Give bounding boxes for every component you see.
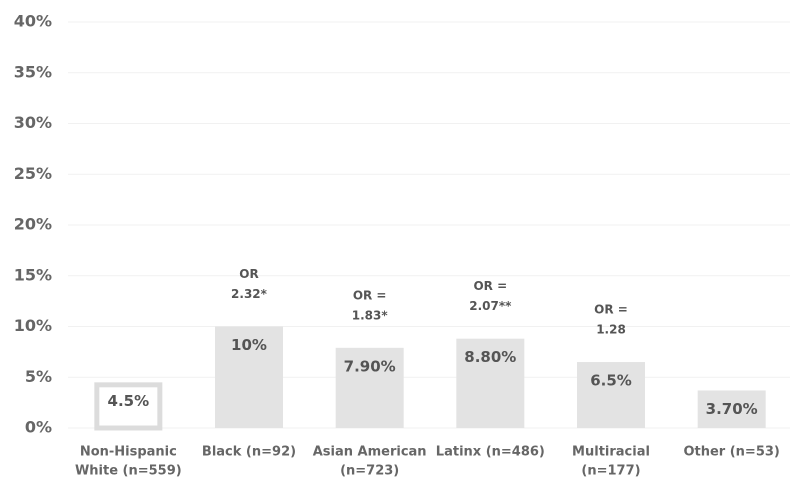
value-label: 10%	[231, 336, 267, 354]
y-tick-label: 20%	[14, 215, 52, 234]
annotation: OR	[239, 267, 258, 281]
x-tick-label: White (n=559)	[75, 464, 182, 479]
annotation: OR =	[594, 303, 628, 317]
bar	[456, 338, 525, 428]
value-label: 8.80%	[464, 348, 516, 366]
x-tick-label: Asian American	[313, 445, 427, 460]
annotation: OR =	[473, 279, 507, 293]
y-tick-label: 0%	[25, 418, 52, 437]
x-tick-label: Non-Hispanic	[80, 445, 177, 460]
value-label: 4.5%	[108, 392, 150, 410]
y-tick-label: 5%	[25, 367, 52, 386]
value-label: 7.90%	[344, 357, 396, 375]
bar	[215, 326, 283, 428]
value-label: 6.5%	[590, 372, 632, 390]
annotation: 1.83*	[352, 308, 389, 322]
x-tick-label: (n=177)	[581, 464, 640, 479]
y-tick-label: 30%	[14, 113, 52, 132]
value-label: 3.70%	[706, 400, 758, 418]
x-tick-label: (n=723)	[340, 464, 399, 479]
y-tick-label: 40%	[14, 12, 52, 31]
y-tick-label: 15%	[14, 265, 52, 284]
bar	[697, 390, 766, 428]
annotation: OR =	[353, 288, 387, 302]
bar	[94, 382, 163, 431]
y-tick-label: 25%	[14, 164, 52, 183]
annotation: 2.07**	[469, 299, 512, 313]
bar	[577, 362, 645, 428]
y-tick-label: 10%	[14, 316, 52, 335]
x-tick-label: Black (n=92)	[202, 445, 296, 460]
x-tick-label: Other (n=53)	[683, 445, 779, 460]
annotation: 1.28	[596, 323, 626, 337]
annotation: 2.32*	[231, 287, 268, 301]
bar	[335, 347, 404, 428]
x-tick-label: Multiracial	[572, 445, 650, 460]
y-tick-label: 35%	[14, 62, 52, 81]
x-tick-label: Latinx (n=486)	[436, 445, 545, 460]
